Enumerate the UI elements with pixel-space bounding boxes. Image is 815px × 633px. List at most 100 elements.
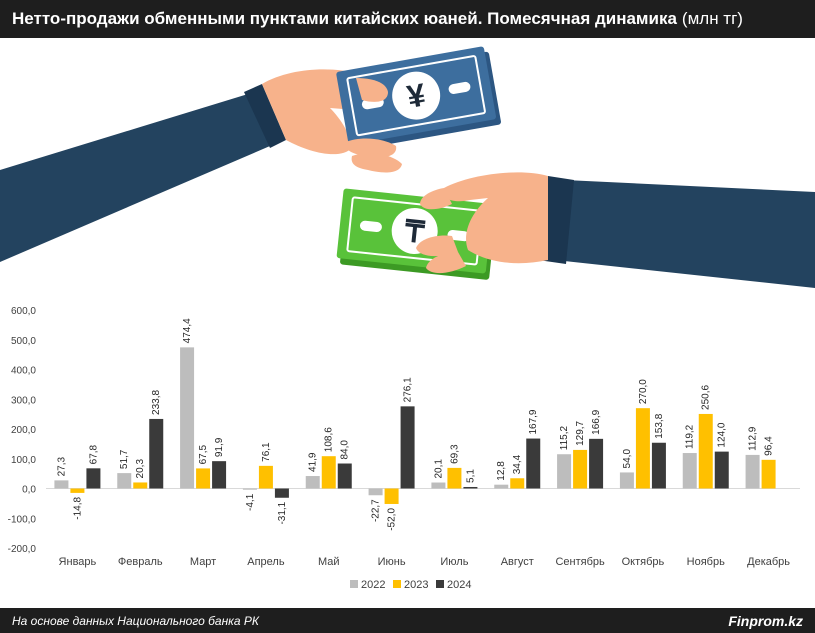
- y-tick-label: 600,0: [11, 306, 36, 317]
- exchange-illustration: ¥ ₸: [0, 46, 815, 288]
- brand-logo: Finprom.kz: [728, 612, 803, 629]
- y-tick-label: -200,0: [8, 544, 37, 555]
- bar-2022-4: [242, 488, 257, 490]
- right-sleeve: [555, 180, 815, 288]
- bar-2024-8: [526, 438, 541, 489]
- right-hand: [443, 172, 548, 264]
- value-label: 112,9: [748, 426, 759, 451]
- x-category-label: Октябрь: [622, 556, 665, 568]
- value-label: 124,0: [717, 422, 728, 447]
- value-label: -31,1: [277, 501, 288, 524]
- yuan-note-stack: ¥: [336, 46, 501, 150]
- bar-2024-5: [337, 463, 352, 489]
- bar-2023-12: [761, 459, 776, 489]
- legend-label-2023: 2023: [404, 579, 428, 591]
- left-sleeve: [0, 94, 270, 262]
- value-label: 34,4: [512, 454, 523, 474]
- bar-2023-8: [510, 478, 525, 489]
- bar-2022-12: [745, 454, 760, 489]
- bar-2023-6: [384, 488, 399, 504]
- x-category-label: Декабрь: [747, 556, 790, 568]
- value-label: 96,4: [764, 436, 775, 456]
- x-category-label: Февраль: [118, 556, 163, 568]
- value-label: 115,2: [559, 426, 570, 451]
- x-category-label: Июнь: [378, 556, 406, 568]
- value-label: 276,1: [403, 377, 414, 402]
- y-tick-label: 200,0: [11, 425, 36, 436]
- value-label: 67,5: [198, 445, 209, 465]
- value-label: 54,0: [622, 449, 633, 469]
- value-label: 76,1: [261, 442, 272, 462]
- y-tick-label: 100,0: [11, 455, 36, 466]
- x-category-label: Январь: [59, 556, 97, 568]
- value-label: 20,1: [433, 459, 444, 479]
- value-label: -14,8: [72, 496, 83, 519]
- legend-swatch-2024: [436, 580, 444, 588]
- value-label: 5,1: [465, 469, 476, 483]
- value-label: 119,2: [685, 424, 696, 449]
- chart-unit: (млн тг): [681, 9, 743, 28]
- bar-2023-9: [573, 449, 588, 489]
- value-label: 51,7: [119, 449, 130, 469]
- bar-2024-1: [86, 468, 101, 489]
- y-tick-label: 500,0: [11, 336, 36, 347]
- bar-2022-11: [682, 453, 697, 489]
- bar-2022-8: [494, 484, 509, 489]
- bar-2022-1: [54, 480, 69, 489]
- bar-2023-11: [698, 413, 713, 489]
- chart-title: Нетто-продажи обменными пунктами китайск…: [12, 9, 677, 28]
- bar-2022-9: [557, 454, 572, 489]
- bar-2022-7: [431, 482, 446, 489]
- value-label: 153,8: [654, 413, 665, 438]
- value-label: 20,3: [135, 459, 146, 479]
- value-label: 27,3: [56, 456, 67, 476]
- value-label: 12,8: [496, 461, 507, 481]
- x-category-label: Май: [318, 556, 340, 568]
- x-category-label: Март: [190, 556, 216, 568]
- left-thumb: [356, 78, 388, 102]
- value-label: 41,9: [308, 452, 319, 472]
- bar-2024-11: [714, 451, 729, 489]
- bar-2023-1: [70, 488, 85, 493]
- source-note: На основе данных Национального банка РК: [12, 613, 259, 628]
- x-category-label: Ноябрь: [687, 556, 725, 568]
- bar-2024-3: [212, 461, 227, 489]
- bar-2022-10: [619, 472, 634, 489]
- bar-2024-4: [274, 488, 289, 498]
- legend-label-2024: 2024: [447, 579, 471, 591]
- footer-bar: На основе данных Национального банка РК …: [0, 608, 815, 633]
- bar-chart: 600,0 500,0 400,0 300,0 200,0 100,0 0,0 -100,0 -…: [8, 306, 800, 591]
- y-tick-label: 0,0: [22, 485, 36, 496]
- bar-2024-2: [149, 418, 164, 489]
- y-tick-label: 300,0: [11, 395, 36, 406]
- value-label: 233,8: [151, 389, 162, 414]
- value-label: 69,3: [449, 444, 460, 464]
- bar-2022-6: [368, 488, 383, 496]
- value-label: 167,9: [528, 409, 539, 434]
- bar-2024-9: [589, 438, 604, 489]
- left-cuff: [244, 84, 286, 148]
- bar-2024-6: [400, 406, 415, 489]
- bar-2023-2: [133, 482, 148, 489]
- value-label: 474,4: [182, 318, 193, 343]
- value-label: 129,7: [575, 420, 586, 445]
- x-category-label: Август: [501, 556, 534, 568]
- bar-2022-2: [117, 473, 132, 489]
- bar-2024-7: [463, 486, 478, 489]
- bar-2023-5: [321, 456, 336, 489]
- value-label: 108,6: [324, 427, 335, 452]
- y-tick-label: -100,0: [8, 514, 37, 525]
- yuan-icon: ¥: [404, 76, 428, 115]
- value-label: -52,0: [387, 508, 398, 531]
- value-label: 84,0: [340, 440, 351, 460]
- header-bar: Нетто-продажи обменными пунктами китайск…: [0, 0, 815, 38]
- value-label: 166,9: [591, 409, 602, 434]
- bar-2022-5: [305, 476, 320, 489]
- legend-label-2022: 2022: [361, 579, 385, 591]
- y-tick-label: 400,0: [11, 366, 36, 377]
- value-label: 250,6: [701, 384, 712, 409]
- legend-swatch-2023: [393, 580, 401, 588]
- bar-2022-3: [180, 347, 195, 489]
- value-label: 270,0: [638, 379, 649, 404]
- x-category-label: Сентябрь: [555, 556, 605, 568]
